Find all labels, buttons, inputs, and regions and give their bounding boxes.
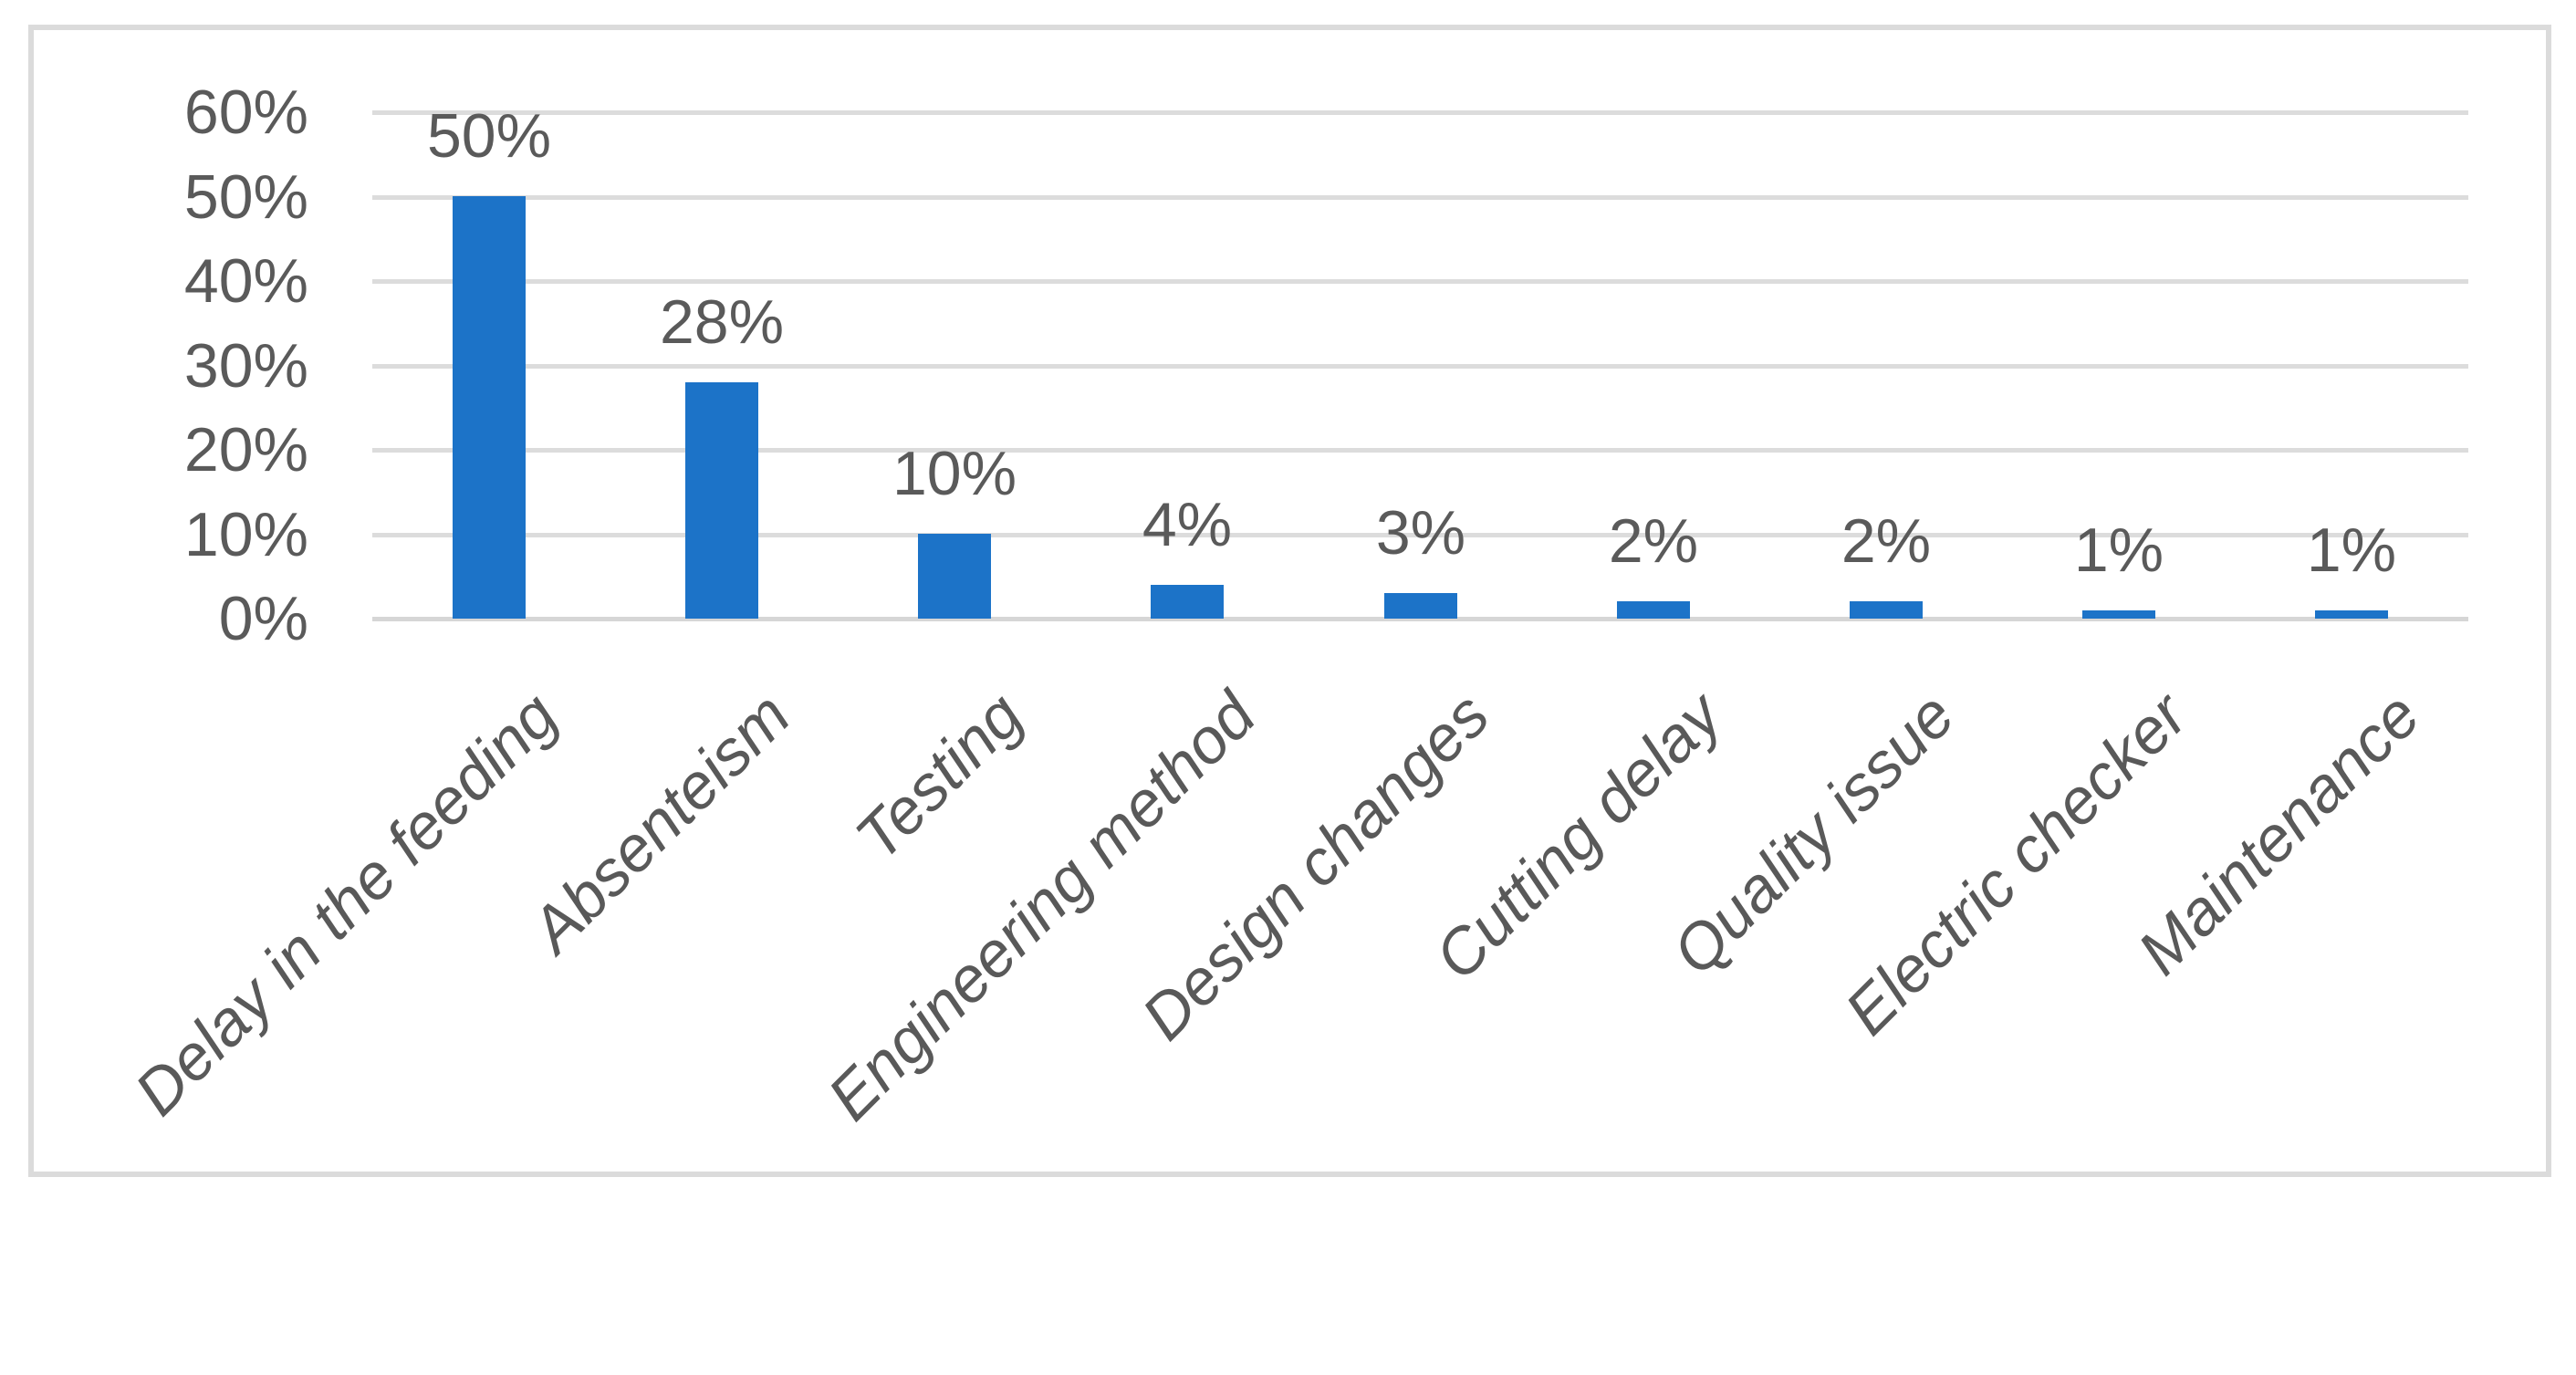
gridline xyxy=(372,363,2468,369)
bar-value-label-testing: 10% xyxy=(892,439,1017,508)
gridline xyxy=(372,532,2468,537)
bar-electric-checker xyxy=(2082,610,2155,619)
y-tick-label: 10% xyxy=(183,499,308,569)
x-axis-line xyxy=(372,617,2468,621)
bar-maintenance xyxy=(2315,610,2388,619)
bar-value-label-quality-issue: 2% xyxy=(1841,506,1932,576)
y-tick-label: 50% xyxy=(183,161,308,232)
bar-value-label-cutting-delay: 2% xyxy=(1608,506,1699,576)
bar-cutting-delay xyxy=(1617,601,1690,619)
chart-frame xyxy=(28,25,2551,1177)
bar-absenteism xyxy=(685,382,758,619)
gridline xyxy=(372,448,2468,453)
gridline xyxy=(372,110,2468,115)
bar-value-label-maintenance: 1% xyxy=(2306,516,2397,585)
y-tick-label: 60% xyxy=(183,78,308,147)
bar-value-label-engineering-method: 4% xyxy=(1142,490,1233,559)
bar-value-label-design-changes: 3% xyxy=(1375,498,1466,568)
bar-design-changes xyxy=(1384,593,1457,619)
y-tick-label: 40% xyxy=(183,246,308,316)
gridline xyxy=(372,279,2468,284)
bar-quality-issue xyxy=(1850,601,1923,619)
y-tick-label: 0% xyxy=(218,584,308,653)
bar-value-label-electric-checker: 1% xyxy=(2073,516,2164,585)
y-tick-label: 30% xyxy=(183,330,308,401)
y-tick-label: 20% xyxy=(183,415,308,484)
bar-engineering-method xyxy=(1151,585,1224,619)
bar-testing xyxy=(918,534,991,619)
bar-delay-in-the-feeding xyxy=(453,196,526,619)
gridline xyxy=(372,194,2468,200)
bar-value-label-delay-in-the-feeding: 50% xyxy=(426,101,552,171)
bar-value-label-absenteism: 28% xyxy=(659,287,785,357)
